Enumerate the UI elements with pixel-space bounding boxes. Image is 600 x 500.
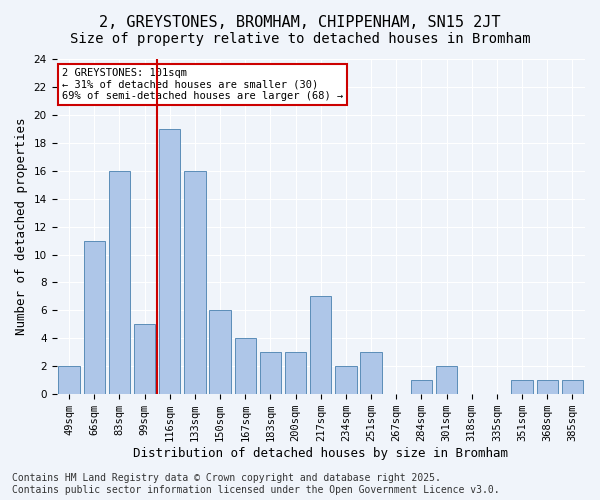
Text: Size of property relative to detached houses in Bromham: Size of property relative to detached ho… [70, 32, 530, 46]
Bar [562, 380, 583, 394]
X-axis label: Distribution of detached houses by size in Bromham: Distribution of detached houses by size … [133, 447, 508, 460]
Bar [83, 240, 105, 394]
Text: 2, GREYSTONES, BROMHAM, CHIPPENHAM, SN15 2JT: 2, GREYSTONES, BROMHAM, CHIPPENHAM, SN15… [99, 15, 501, 30]
Bar [361, 352, 382, 394]
Bar [209, 310, 231, 394]
Bar [235, 338, 256, 394]
Bar [159, 129, 181, 394]
Bar [285, 352, 306, 394]
Bar [260, 352, 281, 394]
Bar [335, 366, 356, 394]
Bar [109, 170, 130, 394]
Text: Contains HM Land Registry data © Crown copyright and database right 2025.
Contai: Contains HM Land Registry data © Crown c… [12, 474, 500, 495]
Bar [511, 380, 533, 394]
Text: 2 GREYSTONES: 101sqm
← 31% of detached houses are smaller (30)
69% of semi-detac: 2 GREYSTONES: 101sqm ← 31% of detached h… [62, 68, 343, 101]
Bar [436, 366, 457, 394]
Bar [58, 366, 80, 394]
Bar [134, 324, 155, 394]
Bar [536, 380, 558, 394]
Bar [310, 296, 331, 394]
Bar [184, 170, 206, 394]
Bar [411, 380, 432, 394]
Y-axis label: Number of detached properties: Number of detached properties [15, 118, 28, 336]
